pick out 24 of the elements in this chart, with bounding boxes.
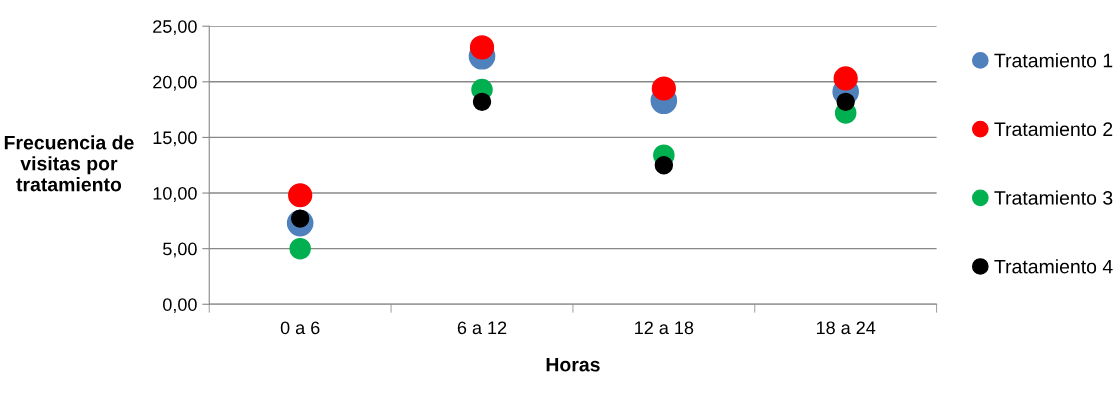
y-tick-label: 25,00 bbox=[153, 20, 197, 36]
point bbox=[288, 183, 313, 208]
legend-label: Tratamiento 1 bbox=[994, 53, 1113, 68]
x-tick-label: 6 a 12 bbox=[457, 321, 507, 335]
legend-label: Tratamiento 2 bbox=[994, 121, 1113, 137]
legend-label: Tratamiento 4 bbox=[994, 259, 1113, 274]
x-tick-label: 18 a 24 bbox=[816, 321, 876, 335]
point bbox=[289, 237, 311, 260]
point bbox=[651, 76, 676, 101]
y-tick-label: 5,00 bbox=[163, 242, 197, 258]
x-tick-label: 12 a 18 bbox=[635, 321, 694, 335]
legend-label: Tratamiento 3 bbox=[994, 190, 1113, 205]
point bbox=[833, 66, 858, 91]
point bbox=[472, 92, 492, 112]
y-tick-label: 20,00 bbox=[153, 75, 197, 91]
point bbox=[469, 35, 495, 60]
y-tick-label: 10,00 bbox=[153, 186, 197, 202]
x-tick-label: 0 a 6 bbox=[280, 321, 320, 335]
x-axis-title: Horas bbox=[546, 357, 600, 372]
point bbox=[654, 156, 674, 175]
y-tick-label: 15,00 bbox=[153, 131, 197, 147]
point bbox=[836, 92, 855, 112]
y-axis-title: Frecuencia de visitas por tratamiento bbox=[4, 135, 134, 192]
y-tick-label: 0,00 bbox=[163, 298, 197, 314]
